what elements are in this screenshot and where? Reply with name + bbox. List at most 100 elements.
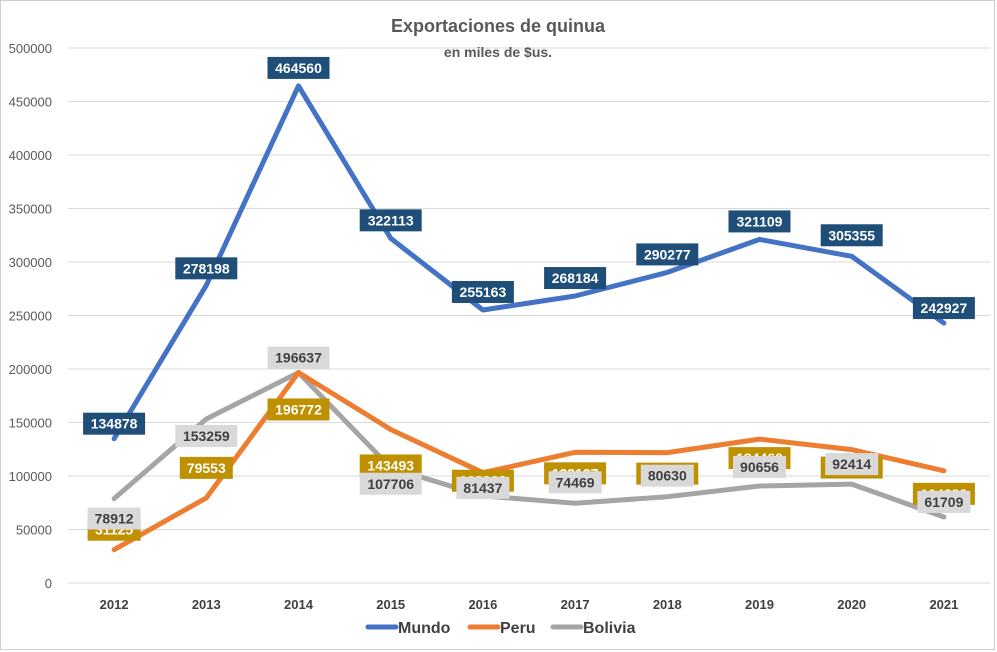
data-label-box xyxy=(175,425,238,448)
x-tick-label: 2017 xyxy=(561,597,590,612)
data-label-text: 322113 xyxy=(368,212,414,228)
data-label-box xyxy=(456,476,510,499)
data-label-bolivia: 92414 xyxy=(825,453,879,476)
y-tick-label: 0 xyxy=(45,576,52,591)
y-tick-label: 150000 xyxy=(9,416,52,431)
x-tick-label: 2018 xyxy=(653,597,682,612)
data-label-text: 107706 xyxy=(367,476,414,492)
x-tick-label: 2012 xyxy=(100,597,129,612)
data-label-text: 74469 xyxy=(556,474,595,490)
data-label-text: 90656 xyxy=(740,459,779,475)
data-label-box xyxy=(87,507,141,530)
series-line-mundo xyxy=(111,83,947,442)
y-tick-label: 200000 xyxy=(9,362,52,377)
data-label-bolivia: 61709 xyxy=(917,490,971,513)
data-label-box xyxy=(451,280,514,303)
data-label-text: 305355 xyxy=(828,227,875,243)
data-label-bolivia: 90656 xyxy=(733,455,786,478)
data-label-bolivia: 81437 xyxy=(456,476,510,499)
data-label-box xyxy=(267,398,330,421)
data-label-text: 153259 xyxy=(183,428,230,444)
x-tick-label: 2014 xyxy=(284,597,314,612)
y-tick-label: 100000 xyxy=(9,469,52,484)
data-label-box xyxy=(640,464,694,487)
data-label-box xyxy=(820,224,883,247)
data-label-mundo: 322113 xyxy=(359,209,422,232)
data-label-text: 81437 xyxy=(463,480,502,496)
data-label-bolivia: 74469 xyxy=(548,471,602,494)
x-tick-label: 2019 xyxy=(745,597,774,612)
data-label-text: 92414 xyxy=(832,456,871,472)
x-tick-label: 2020 xyxy=(837,597,866,612)
data-label-mundo: 268184 xyxy=(544,267,607,290)
data-label-text: 290277 xyxy=(644,246,691,262)
gridlines xyxy=(68,47,990,584)
legend-label-peru: Peru xyxy=(500,620,536,637)
y-tick-label: 400000 xyxy=(9,148,52,163)
series-line-peru xyxy=(111,370,947,553)
data-label-text: 143493 xyxy=(367,457,414,473)
data-label-box xyxy=(733,455,786,478)
data-label-text: 255163 xyxy=(460,284,507,300)
data-label-mundo: 464560 xyxy=(267,56,330,79)
data-label-mundo: 290277 xyxy=(636,243,699,266)
legend-label-bolivia: Bolivia xyxy=(583,620,636,637)
data-labels: 134878 278198 464560 322113 255163 268184 2902… xyxy=(83,56,975,541)
data-label-bolivia: 80630 xyxy=(640,464,694,487)
chart-subtitle: en miles de $us. xyxy=(444,44,552,60)
x-axis: 2012 2013 2014 2015 2016 2017 2018 2019 2020 2021 xyxy=(100,597,959,612)
data-label-mundo: 278198 xyxy=(175,257,238,280)
data-label-bolivia: 107706 xyxy=(359,472,422,495)
data-label-box xyxy=(636,243,699,266)
x-tick-label: 2016 xyxy=(468,597,497,612)
data-label-mundo: 305355 xyxy=(820,224,883,247)
data-label-text: 321109 xyxy=(737,213,783,229)
y-tick-label: 500000 xyxy=(9,41,52,56)
data-label-text: 464560 xyxy=(275,60,322,76)
y-tick-label: 50000 xyxy=(16,523,52,538)
data-label-text: 196637 xyxy=(275,350,322,366)
data-label-text: 278198 xyxy=(183,260,230,276)
y-tick-label: 450000 xyxy=(9,95,52,110)
data-label-box xyxy=(548,471,602,494)
y-tick-label: 300000 xyxy=(9,255,52,270)
data-label-bolivia: 196637 xyxy=(267,346,330,369)
data-label-peru: 79553 xyxy=(179,456,233,479)
y-axis: 0 50000 100000 150000 200000 250000 300000 3500… xyxy=(9,41,52,591)
data-label-text: 80630 xyxy=(648,468,687,484)
y-tick-label: 250000 xyxy=(9,309,52,324)
data-label-bolivia: 78912 xyxy=(87,507,141,530)
data-label-text: 134878 xyxy=(91,416,138,432)
data-label-text: 196772 xyxy=(275,401,322,417)
legend: Mundo Peru Bolivia xyxy=(365,620,636,637)
data-label-text: 79553 xyxy=(187,460,226,476)
data-label-text: 78912 xyxy=(95,511,134,527)
data-label-mundo: 242927 xyxy=(912,297,975,320)
data-label-box xyxy=(728,210,791,233)
x-tick-label: 2015 xyxy=(376,597,405,612)
data-label-text: 268184 xyxy=(552,270,599,286)
series-line-bolivia xyxy=(111,370,947,520)
legend-label-mundo: Mundo xyxy=(398,620,451,637)
data-label-peru: 196772 xyxy=(267,398,330,421)
data-label-box xyxy=(544,267,607,290)
data-label-bolivia: 153259 xyxy=(175,425,238,448)
data-label-box xyxy=(825,453,879,476)
y-tick-label: 350000 xyxy=(9,202,52,217)
chart-title: Exportaciones de quinua xyxy=(391,16,606,36)
data-label-box xyxy=(83,412,146,435)
data-label-box xyxy=(917,490,971,513)
data-label-box xyxy=(359,454,422,477)
data-label-box xyxy=(267,346,330,369)
series-lines xyxy=(111,83,947,553)
data-label-mundo: 321109 xyxy=(728,210,791,233)
data-label-mundo: 255163 xyxy=(451,280,514,303)
data-label-peru: 143493 xyxy=(359,454,422,477)
data-label-box xyxy=(179,456,233,479)
data-label-box xyxy=(912,297,975,320)
x-tick-label: 2021 xyxy=(929,597,958,612)
data-label-text: 242927 xyxy=(921,300,968,316)
data-label-box xyxy=(175,257,238,280)
